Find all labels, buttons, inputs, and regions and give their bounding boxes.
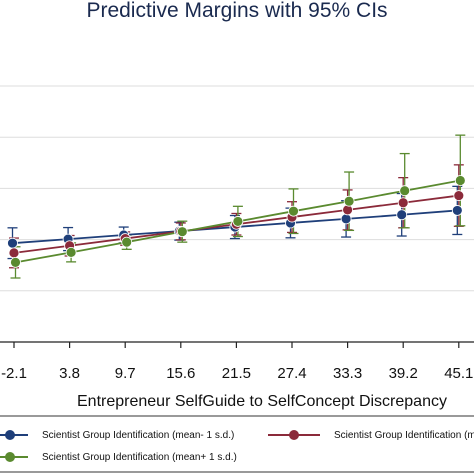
- legend-marker-1: [289, 430, 299, 440]
- point-s0-6: [340, 213, 352, 225]
- point-s2-3: [176, 226, 188, 238]
- x-tick-label-1: 3.8: [59, 365, 80, 382]
- chart-title: Predictive Margins with 95% CIs: [86, 0, 387, 22]
- point-s1-7: [397, 197, 409, 209]
- point-s2-4: [232, 216, 244, 227]
- legend-label-1: Scientist Group Identification (mean): [334, 430, 474, 441]
- legend: Scientist Group Identification (mean- 1 …: [0, 415, 474, 473]
- point-s1-6: [342, 204, 354, 216]
- x-tick-label-7: 39.2: [389, 365, 418, 382]
- point-s2-5: [288, 205, 299, 217]
- point-s0-0: [7, 237, 18, 249]
- x-tick-label-5: 27.4: [277, 365, 306, 382]
- x-tick-label-0: -2.1: [1, 365, 27, 382]
- x-tick-label-3: 15.6: [166, 365, 195, 382]
- x-tick-label-2: 9.7: [115, 365, 136, 382]
- point-s2-7: [399, 185, 411, 197]
- x-tick-label-6: 33.3: [333, 365, 362, 382]
- point-s2-2: [121, 236, 133, 248]
- point-s1-8: [453, 190, 465, 201]
- legend-label-0: Scientist Group Identification (mean- 1 …: [42, 430, 234, 441]
- x-ticks: -2.1 3.8 9.7 15.6 21.5 27.4 33.3 39.2 45.1: [1, 342, 473, 382]
- point-s1-0: [8, 247, 20, 259]
- point-s2-1: [65, 246, 77, 258]
- legend-marker-2: [5, 452, 15, 462]
- point-s0-7: [396, 209, 408, 221]
- point-s0-8: [451, 205, 463, 216]
- legend-marker-0: [5, 430, 15, 440]
- legend-box: [0, 415, 474, 473]
- x-tick-label-8: 45.1: [444, 365, 473, 382]
- point-s2-8: [454, 175, 466, 186]
- point-s2-0: [10, 256, 21, 268]
- gridlines: [0, 85, 474, 292]
- point-s2-6: [343, 195, 355, 207]
- x-tick-label-4: 21.5: [222, 365, 251, 382]
- legend-label-2: Scientist Group Identification (mean+ 1 …: [42, 452, 237, 463]
- x-axis-label: Entrepreneur SelfGuide to SelfConcept Di…: [77, 393, 447, 410]
- series-points: [7, 175, 466, 268]
